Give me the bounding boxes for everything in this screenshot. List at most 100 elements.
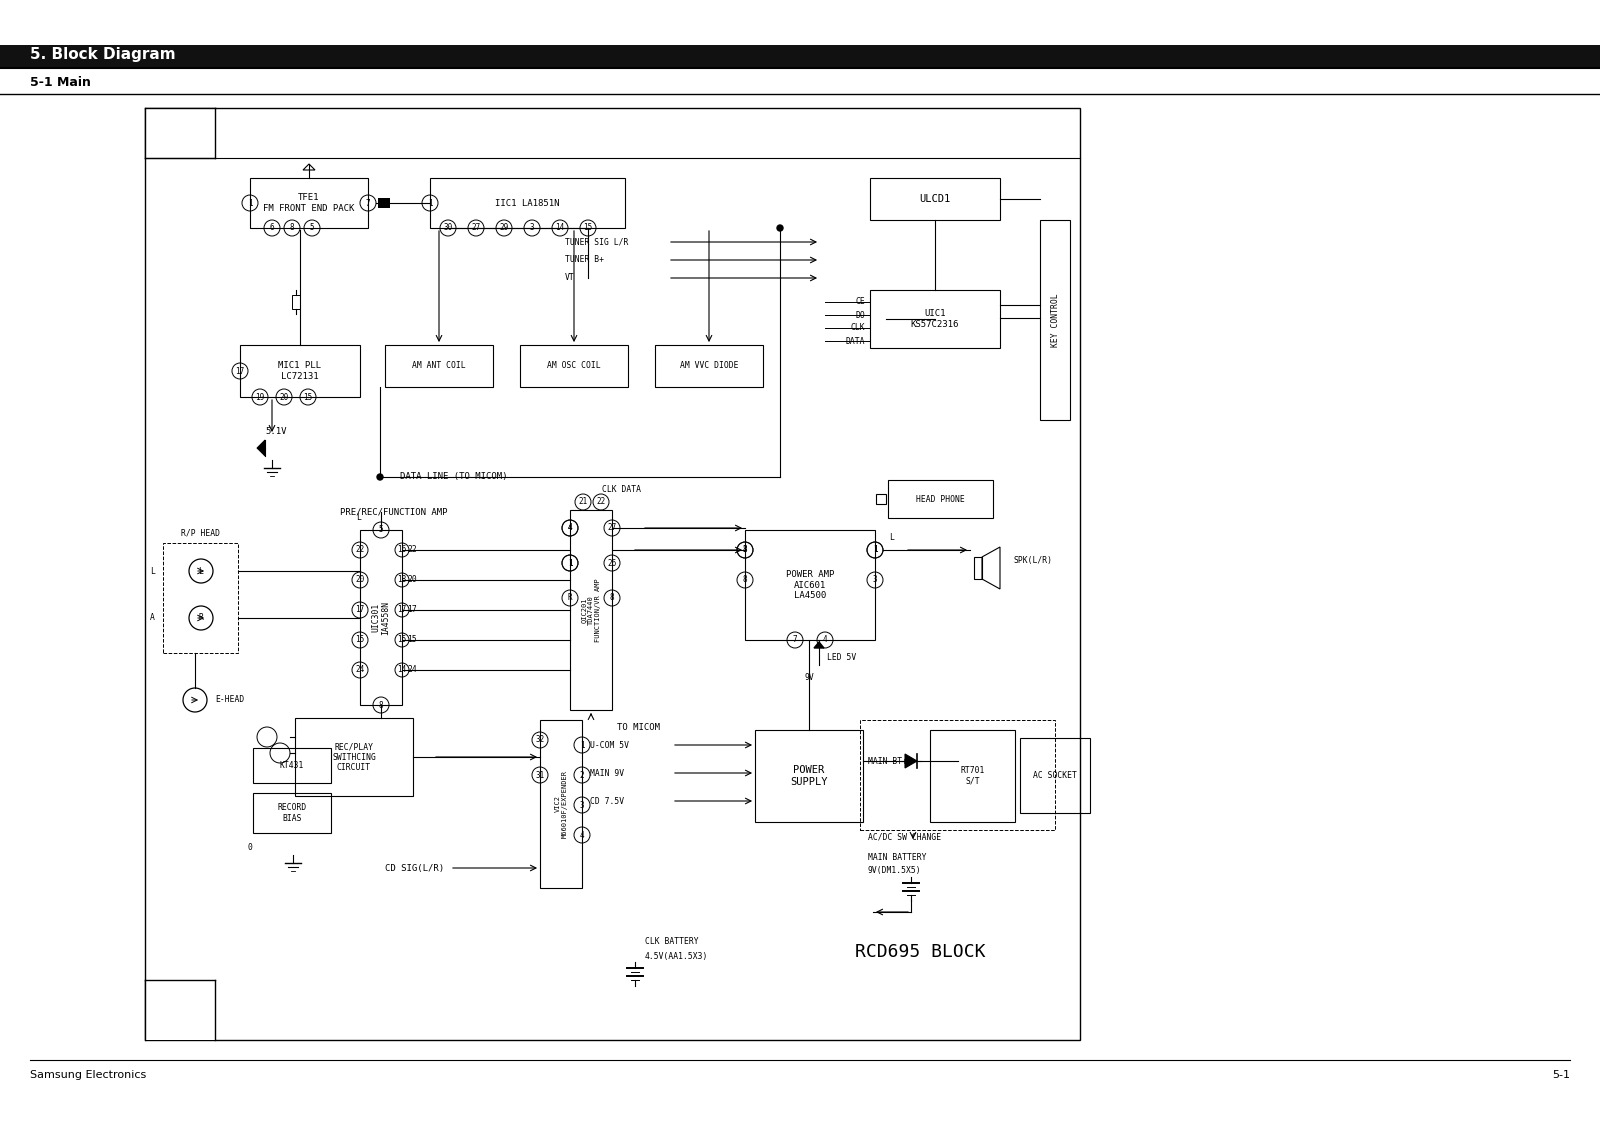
- Text: 15: 15: [584, 223, 592, 232]
- Text: PRE/REC/FUNCTION AMP: PRE/REC/FUNCTION AMP: [339, 507, 448, 516]
- Bar: [146, 108, 214, 158]
- Text: 29: 29: [499, 223, 509, 232]
- Text: CLK BATTERY: CLK BATTERY: [645, 937, 699, 946]
- Text: ULCD1: ULCD1: [920, 194, 950, 204]
- Text: POWER AMP
AIC601
LA4500: POWER AMP AIC601 LA4500: [786, 571, 834, 600]
- Text: 5: 5: [379, 525, 384, 534]
- Text: DO: DO: [856, 310, 866, 319]
- Bar: [240, 345, 360, 397]
- Text: 1: 1: [872, 546, 877, 555]
- Bar: [870, 178, 1000, 220]
- Text: AC SOCKET: AC SOCKET: [1034, 771, 1077, 780]
- Text: MAIN BATTERY: MAIN BATTERY: [867, 852, 926, 861]
- Text: UIC1
KS57C2316: UIC1 KS57C2316: [910, 309, 958, 328]
- Text: UIC301
IA4558N: UIC301 IA4558N: [371, 600, 390, 635]
- Text: 8: 8: [610, 593, 614, 602]
- Text: CLK DATA: CLK DATA: [602, 486, 640, 495]
- Text: 15: 15: [304, 393, 312, 402]
- Text: SPK(L/R): SPK(L/R): [1013, 556, 1053, 565]
- Text: RT701
S/T: RT701 S/T: [960, 766, 984, 786]
- Bar: [0, 45, 1600, 67]
- Text: RECORD
BIAS: RECORD BIAS: [277, 804, 307, 823]
- Text: POWER
SUPPLY: POWER SUPPLY: [790, 765, 827, 787]
- Bar: [654, 345, 763, 387]
- Text: 1: 1: [579, 740, 584, 749]
- Bar: [930, 730, 1014, 822]
- Bar: [746, 530, 875, 640]
- Text: 15: 15: [355, 635, 365, 644]
- Text: 8: 8: [290, 223, 294, 232]
- Text: 8: 8: [379, 701, 384, 710]
- Text: 18: 18: [397, 575, 406, 584]
- Polygon shape: [814, 642, 824, 648]
- Text: 6: 6: [270, 223, 274, 232]
- Text: DATA LINE (TO MICOM): DATA LINE (TO MICOM): [400, 472, 507, 481]
- Bar: [974, 557, 982, 578]
- Text: 20: 20: [280, 393, 288, 402]
- Text: 15: 15: [397, 635, 406, 644]
- Text: CD SIG(L/R): CD SIG(L/R): [386, 864, 445, 873]
- Text: 22: 22: [406, 546, 416, 555]
- Text: QIC201
TDA7440
FUNCTION/VR AMP: QIC201 TDA7440 FUNCTION/VR AMP: [581, 578, 602, 642]
- Text: MAIN BT+: MAIN BT+: [867, 756, 907, 765]
- Text: MIC1 PLL
LC72131: MIC1 PLL LC72131: [278, 361, 322, 380]
- Text: 14: 14: [555, 223, 565, 232]
- Bar: [146, 980, 214, 1040]
- Text: R/P HEAD: R/P HEAD: [181, 529, 221, 538]
- Text: 17: 17: [235, 367, 245, 376]
- Text: 20: 20: [355, 575, 365, 584]
- Text: 3: 3: [742, 546, 747, 555]
- Text: 5-1: 5-1: [1552, 1070, 1570, 1080]
- Text: RCD695 BLOCK: RCD695 BLOCK: [854, 943, 986, 961]
- Text: U-COM 5V: U-COM 5V: [590, 740, 629, 749]
- Circle shape: [378, 474, 382, 480]
- Text: 21: 21: [578, 497, 587, 506]
- Text: 31: 31: [536, 771, 544, 780]
- Text: 8: 8: [742, 575, 747, 584]
- Text: 3: 3: [530, 223, 534, 232]
- Bar: [1040, 220, 1070, 420]
- Bar: [253, 794, 331, 833]
- Text: HEAD PHONE: HEAD PHONE: [917, 495, 965, 504]
- Text: 15: 15: [406, 635, 416, 644]
- Text: L: L: [890, 533, 894, 542]
- Bar: [1021, 738, 1090, 813]
- Text: 5. Block Diagram: 5. Block Diagram: [30, 48, 176, 62]
- Text: LED 5V: LED 5V: [827, 653, 856, 662]
- Text: 17: 17: [355, 606, 365, 615]
- Text: REC/PLAY
SWITHCING
CIRCUIT: REC/PLAY SWITHCING CIRCUIT: [333, 743, 376, 772]
- Bar: [541, 720, 582, 887]
- Text: 2: 2: [579, 771, 584, 780]
- Text: IIC1 LA1851N: IIC1 LA1851N: [496, 198, 560, 207]
- Text: 3: 3: [872, 575, 877, 584]
- Text: 24: 24: [355, 666, 365, 675]
- Bar: [294, 718, 413, 796]
- Polygon shape: [258, 440, 266, 456]
- Text: A: A: [150, 614, 155, 623]
- Text: 1: 1: [568, 558, 573, 567]
- Text: L: L: [150, 566, 155, 575]
- Text: 1: 1: [568, 558, 573, 567]
- Text: 7: 7: [792, 635, 797, 644]
- Text: DATA: DATA: [845, 336, 866, 345]
- Text: 17: 17: [397, 606, 406, 615]
- Text: 20: 20: [406, 575, 416, 584]
- Text: R: R: [198, 614, 203, 623]
- Text: 1: 1: [427, 198, 432, 207]
- Text: 30: 30: [443, 223, 453, 232]
- Bar: [861, 720, 1054, 830]
- Text: 4: 4: [568, 523, 573, 532]
- Polygon shape: [906, 754, 917, 767]
- Text: 4: 4: [579, 831, 584, 840]
- Text: 27: 27: [608, 523, 616, 532]
- Text: Samsung Electronics: Samsung Electronics: [30, 1070, 146, 1080]
- Text: 22: 22: [355, 546, 365, 555]
- Text: 0: 0: [248, 843, 253, 852]
- Bar: [870, 290, 1000, 348]
- Text: R: R: [568, 593, 573, 602]
- Bar: [888, 480, 994, 518]
- Text: 27: 27: [472, 223, 480, 232]
- Bar: [570, 511, 611, 710]
- Text: L: L: [355, 514, 362, 523]
- Text: CE: CE: [856, 298, 866, 307]
